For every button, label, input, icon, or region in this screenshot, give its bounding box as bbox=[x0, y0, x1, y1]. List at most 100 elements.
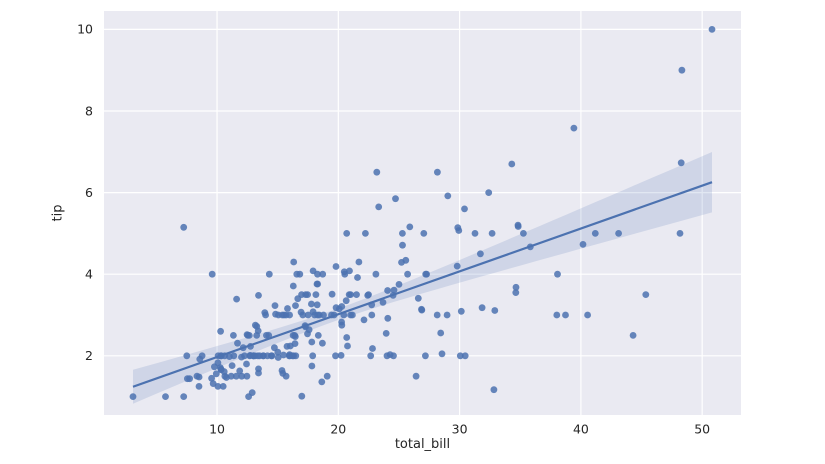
scatter-point bbox=[308, 338, 316, 346]
scatter-point bbox=[520, 230, 527, 237]
scatter-point bbox=[383, 352, 391, 360]
scatter-point bbox=[390, 286, 398, 294]
scatter-point bbox=[341, 270, 349, 278]
scatter-point bbox=[344, 342, 351, 350]
x-tick-label: 20 bbox=[330, 422, 346, 437]
scatter-point bbox=[490, 386, 498, 394]
scatter-point bbox=[629, 332, 637, 339]
scatter-point bbox=[230, 352, 238, 360]
scatter-point bbox=[280, 311, 288, 319]
scatter-point bbox=[477, 250, 484, 258]
scatter-point bbox=[162, 393, 169, 400]
scatter-point bbox=[208, 374, 216, 382]
scatter-point bbox=[214, 352, 222, 360]
scatter-point bbox=[320, 311, 327, 319]
scatter-point bbox=[355, 258, 363, 266]
scatter-point bbox=[414, 294, 422, 302]
scatter-point bbox=[360, 316, 368, 324]
scatter-point bbox=[423, 270, 430, 278]
scatter-point bbox=[223, 374, 230, 381]
scatter-point bbox=[308, 362, 316, 370]
x-axis-label: total_bill bbox=[394, 437, 451, 452]
scatter-point bbox=[180, 393, 188, 400]
scatter-point bbox=[289, 282, 297, 290]
scatter-point bbox=[180, 223, 188, 231]
scatter-point bbox=[256, 352, 263, 360]
scatter-point bbox=[343, 334, 351, 341]
scatter-point bbox=[208, 270, 216, 278]
scatter-point bbox=[354, 274, 361, 281]
scatter-point bbox=[437, 329, 445, 337]
scatter-point bbox=[342, 297, 350, 305]
scatter-point bbox=[313, 280, 321, 288]
scatter-point bbox=[491, 307, 499, 314]
scatter-point bbox=[512, 283, 520, 291]
scatter-point bbox=[183, 352, 191, 360]
scatter-point bbox=[220, 368, 228, 376]
scatter-point bbox=[579, 241, 587, 248]
scatter-point bbox=[457, 307, 465, 315]
scatter-point bbox=[211, 363, 218, 371]
scatter-point bbox=[294, 295, 302, 303]
scatter-point bbox=[271, 302, 279, 309]
scatter-point bbox=[238, 372, 246, 380]
scatter-point bbox=[340, 311, 348, 319]
scatter-point bbox=[345, 291, 353, 298]
scatter-point bbox=[253, 332, 261, 339]
scatter-point bbox=[274, 354, 282, 361]
scatter-point bbox=[265, 270, 273, 278]
scatter-point bbox=[444, 192, 452, 200]
scatter-point bbox=[708, 26, 716, 33]
scatter-point bbox=[615, 230, 622, 237]
scatter-point bbox=[584, 311, 591, 319]
scatter-point bbox=[404, 270, 411, 278]
scatter-point bbox=[591, 230, 599, 237]
scatter-point bbox=[195, 383, 203, 390]
scatter-point bbox=[434, 168, 441, 176]
scatter-point bbox=[298, 392, 306, 400]
confidence-band bbox=[133, 152, 712, 404]
scatter-point bbox=[328, 311, 335, 319]
scatter-point bbox=[337, 352, 345, 359]
scatter-point bbox=[230, 332, 237, 339]
scatter-point bbox=[309, 352, 317, 360]
scatter-point bbox=[309, 308, 317, 316]
x-tick-label: 10 bbox=[209, 422, 225, 437]
scatter-point bbox=[129, 393, 137, 400]
scatter-point bbox=[392, 195, 399, 203]
scatter-point bbox=[335, 305, 343, 313]
scatter-point bbox=[382, 330, 390, 337]
scatter-point bbox=[328, 290, 336, 298]
scatter-point bbox=[368, 311, 376, 319]
scatter-point bbox=[384, 314, 392, 322]
scatter-point bbox=[278, 367, 286, 374]
scatter-point bbox=[367, 352, 375, 360]
scatter-point bbox=[362, 230, 369, 237]
scatter-point bbox=[193, 372, 201, 380]
scatter-point bbox=[678, 66, 686, 74]
scatter-point bbox=[433, 311, 441, 319]
scatter-point bbox=[332, 352, 339, 360]
scatter-point bbox=[488, 230, 496, 237]
scatter-point bbox=[253, 323, 261, 330]
scatter-point bbox=[241, 352, 248, 360]
scatter-point bbox=[379, 299, 387, 306]
x-tick-label: 50 bbox=[694, 422, 710, 437]
scatter-point bbox=[422, 352, 429, 360]
scatter-point bbox=[271, 344, 278, 352]
scatter-point bbox=[676, 230, 684, 237]
scatter-point bbox=[562, 311, 569, 319]
scatter-point bbox=[369, 345, 376, 352]
scatter-point bbox=[293, 270, 301, 278]
scatter-point bbox=[420, 230, 428, 237]
scatter-point bbox=[570, 124, 578, 132]
scatter-point bbox=[514, 223, 522, 230]
scatter-point bbox=[312, 291, 320, 298]
scatter-point bbox=[233, 295, 241, 303]
scatter-point bbox=[454, 224, 462, 232]
scatter-point bbox=[280, 351, 287, 359]
scatter-point bbox=[461, 352, 469, 360]
scatter-point bbox=[412, 372, 420, 380]
scatter-point bbox=[398, 259, 405, 266]
scatter-point bbox=[443, 311, 451, 319]
